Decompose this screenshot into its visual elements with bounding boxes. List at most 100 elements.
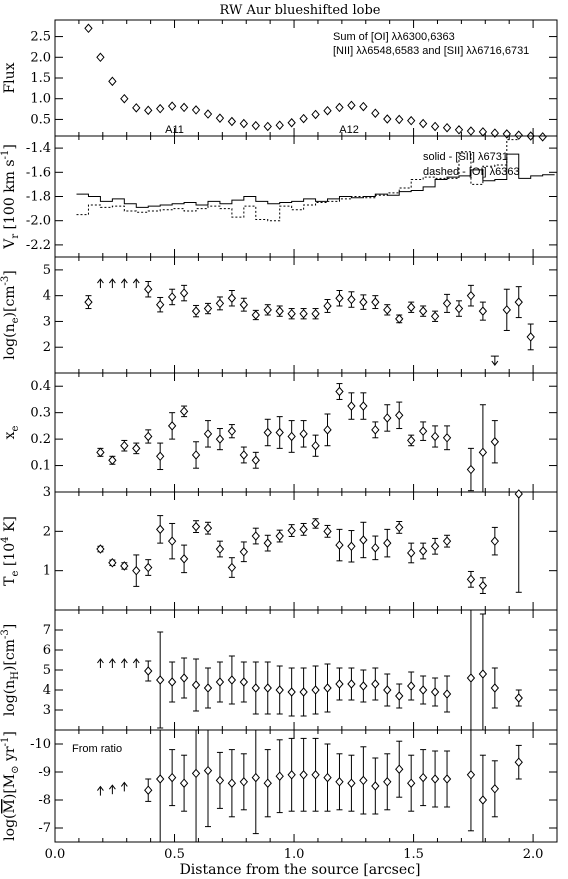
data-point [263,305,272,315]
y-tick-label: 5 [43,663,51,678]
data-point [156,299,165,310]
panel-xe: 0.1 0.2 0.3 0.4 xe [2,372,558,493]
data-point [418,685,428,695]
data-point [215,298,225,309]
data-point [454,125,464,135]
data-point [335,777,344,787]
data-point [371,543,380,553]
data-point [407,115,416,126]
data-point [514,693,523,703]
data-point [144,562,153,573]
data-point [502,305,511,315]
data-point [108,76,117,87]
data-point [407,302,416,313]
y-label-part: -3 [0,276,11,286]
y-label-part: )[M [2,774,18,799]
data-point [335,293,344,304]
data-point [227,116,237,127]
lower-limit-head [108,658,116,664]
y-label-part: ] [2,624,18,629]
y-axis-label: log(ne)[cm-3] [0,270,21,360]
y-axis-label: Te [104 K] [0,516,21,586]
y-tick-label: 3 [43,485,51,500]
y-tick-label: 2 [43,524,51,539]
data-point [156,524,165,535]
y-label-part: V [2,238,18,250]
data-point [311,518,320,529]
data-point [96,52,105,63]
data-point [359,101,368,112]
data-point [514,130,523,140]
data-point [203,683,213,693]
y-tick-label: 7 [43,623,51,638]
data-point [347,541,356,552]
data-point [430,541,440,552]
data-point [359,297,368,307]
data-point [227,562,237,573]
y-tick-label: -2.2 [26,238,51,253]
data-point [179,778,189,788]
data-point [430,121,440,132]
data-point [132,443,141,454]
panel-mdot: -7 -8 -9 -10 log(M)[M⊙ yr-1] From ratio 0.0 0.5… [0,729,558,862]
y-tick-label: 2.0 [30,50,51,65]
lower-limit-head [132,278,140,284]
data-point [239,450,249,460]
data-point [251,455,260,466]
data-point [335,540,344,550]
data-point [430,431,440,442]
data-point [311,109,320,120]
data-point [442,536,452,546]
data-point [359,681,368,691]
y-tick-label: -8 [38,793,51,808]
y-axis-label: xe [2,426,21,440]
data-point [347,778,356,788]
data-point [323,683,332,693]
y-label-part: )[cm [2,639,18,671]
data-point [395,764,404,774]
data-point [287,117,296,128]
data-point [179,288,189,298]
data-point [407,548,416,558]
data-point [442,298,452,309]
data-point [478,580,488,591]
data-point [442,433,452,443]
data-point [418,546,428,556]
data-point [335,386,344,397]
data-point [108,558,117,568]
data-point [96,447,105,458]
data-point [466,464,476,475]
data-point [251,772,260,783]
data-point [275,685,284,695]
y-tick-label: 1.5 [30,71,51,86]
feature-label: A11 [165,124,184,136]
data-point [442,122,452,133]
data-point [359,535,368,545]
panel-nh: 3 4 5 6 7 log(nH)[cm-3] [0,609,558,731]
data-point [466,574,476,585]
data-point [191,306,201,316]
data-point [167,101,177,111]
data-point [215,113,225,123]
y-label-part: )[cm [2,285,18,317]
data-point [144,284,153,294]
data-point [203,523,213,533]
y-tick-label: 0.5 [30,112,51,127]
data-point [263,778,272,788]
data-point [359,401,368,411]
y-label-part: K] [2,516,18,536]
y-tick-label: 0.2 [30,432,51,447]
data-point [383,777,392,787]
data-point [478,447,488,458]
data-point [215,434,225,444]
data-point [383,685,392,695]
series-line-dashed [76,139,519,222]
data-point [227,426,237,436]
upper-limit-head [491,360,499,366]
data-point [227,675,237,685]
data-point [371,108,380,118]
x-tick-label: 0.0 [45,847,66,862]
lower-limit-head [108,278,116,284]
y-label-part: Flux [2,62,18,93]
